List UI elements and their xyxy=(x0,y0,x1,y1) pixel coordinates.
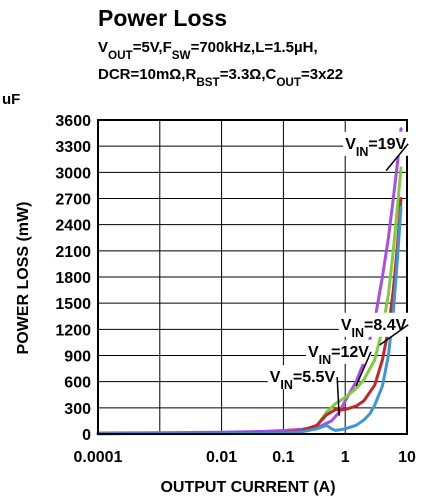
series-label-bg xyxy=(343,131,409,156)
y-tick-label: 1200 xyxy=(55,322,91,339)
series-label: VIN=12V xyxy=(308,344,369,367)
series-label: VIN=8.4V xyxy=(341,317,407,340)
grid-lines xyxy=(98,120,407,434)
x-axis-label: OUTPUT CURRENT (A) xyxy=(160,479,335,496)
subtitle-line-2: DCR=10mΩ,RBST=3.3Ω,COUT=3x22 xyxy=(98,66,343,89)
x-tick-label: 0.01 xyxy=(206,449,237,466)
series-line xyxy=(96,166,403,436)
y-tick-label: 3600 xyxy=(55,113,91,130)
series-label-bg xyxy=(267,365,338,390)
chart-title: Power Loss xyxy=(98,5,227,31)
x-tick-label: 1 xyxy=(341,449,350,466)
x-tick-label: 0.1 xyxy=(272,449,294,466)
y-tick-label: 2400 xyxy=(55,218,91,235)
subtitle-overflow: uF xyxy=(2,91,20,108)
series-line xyxy=(96,205,403,436)
y-tick-label: 300 xyxy=(64,401,91,418)
plot-border xyxy=(97,119,408,435)
y-tick-label: 0 xyxy=(82,427,91,444)
subtitle-line-1: VOUT=5V,FSW=700kHz,L=1.5µH, xyxy=(98,39,318,62)
x-tick-label: 10 xyxy=(398,449,416,466)
series-label-bg xyxy=(305,339,371,364)
label-leader-line xyxy=(385,143,409,172)
plot-frame xyxy=(97,119,408,435)
chart-subtitle: VOUT=5V,FSW=700kHz,L=1.5µH, DCR=10mΩ,RBST… xyxy=(98,39,343,89)
label-leader-line xyxy=(355,351,372,387)
y-tick-label: 900 xyxy=(64,349,91,366)
y-tick-label: 2100 xyxy=(55,244,91,261)
y-tick-label: 1500 xyxy=(55,296,91,313)
x-tick-label: 0.0001 xyxy=(74,449,123,466)
series-label: VIN=19V xyxy=(345,136,406,159)
y-tick-label: 600 xyxy=(64,375,91,392)
x-tick-labels: 0.0001 0.01 0.1 1 10 xyxy=(74,449,416,466)
series-lines xyxy=(96,127,403,436)
y-tick-label: 3000 xyxy=(55,165,91,182)
y-tick-label: 1800 xyxy=(55,270,91,287)
series-label: VIN=5.5V xyxy=(270,369,336,392)
label-leader-line xyxy=(379,324,409,346)
y-tick-label: 2700 xyxy=(55,192,91,209)
label-leader-line xyxy=(336,377,340,416)
y-tick-labels: 0 300 600 900 1200 1500 1800 2100 2400 2700 3000 33… xyxy=(55,113,91,444)
y-tick-label: 3300 xyxy=(55,139,91,156)
y-axis-label: POWER LOSS (mW) xyxy=(15,202,32,355)
